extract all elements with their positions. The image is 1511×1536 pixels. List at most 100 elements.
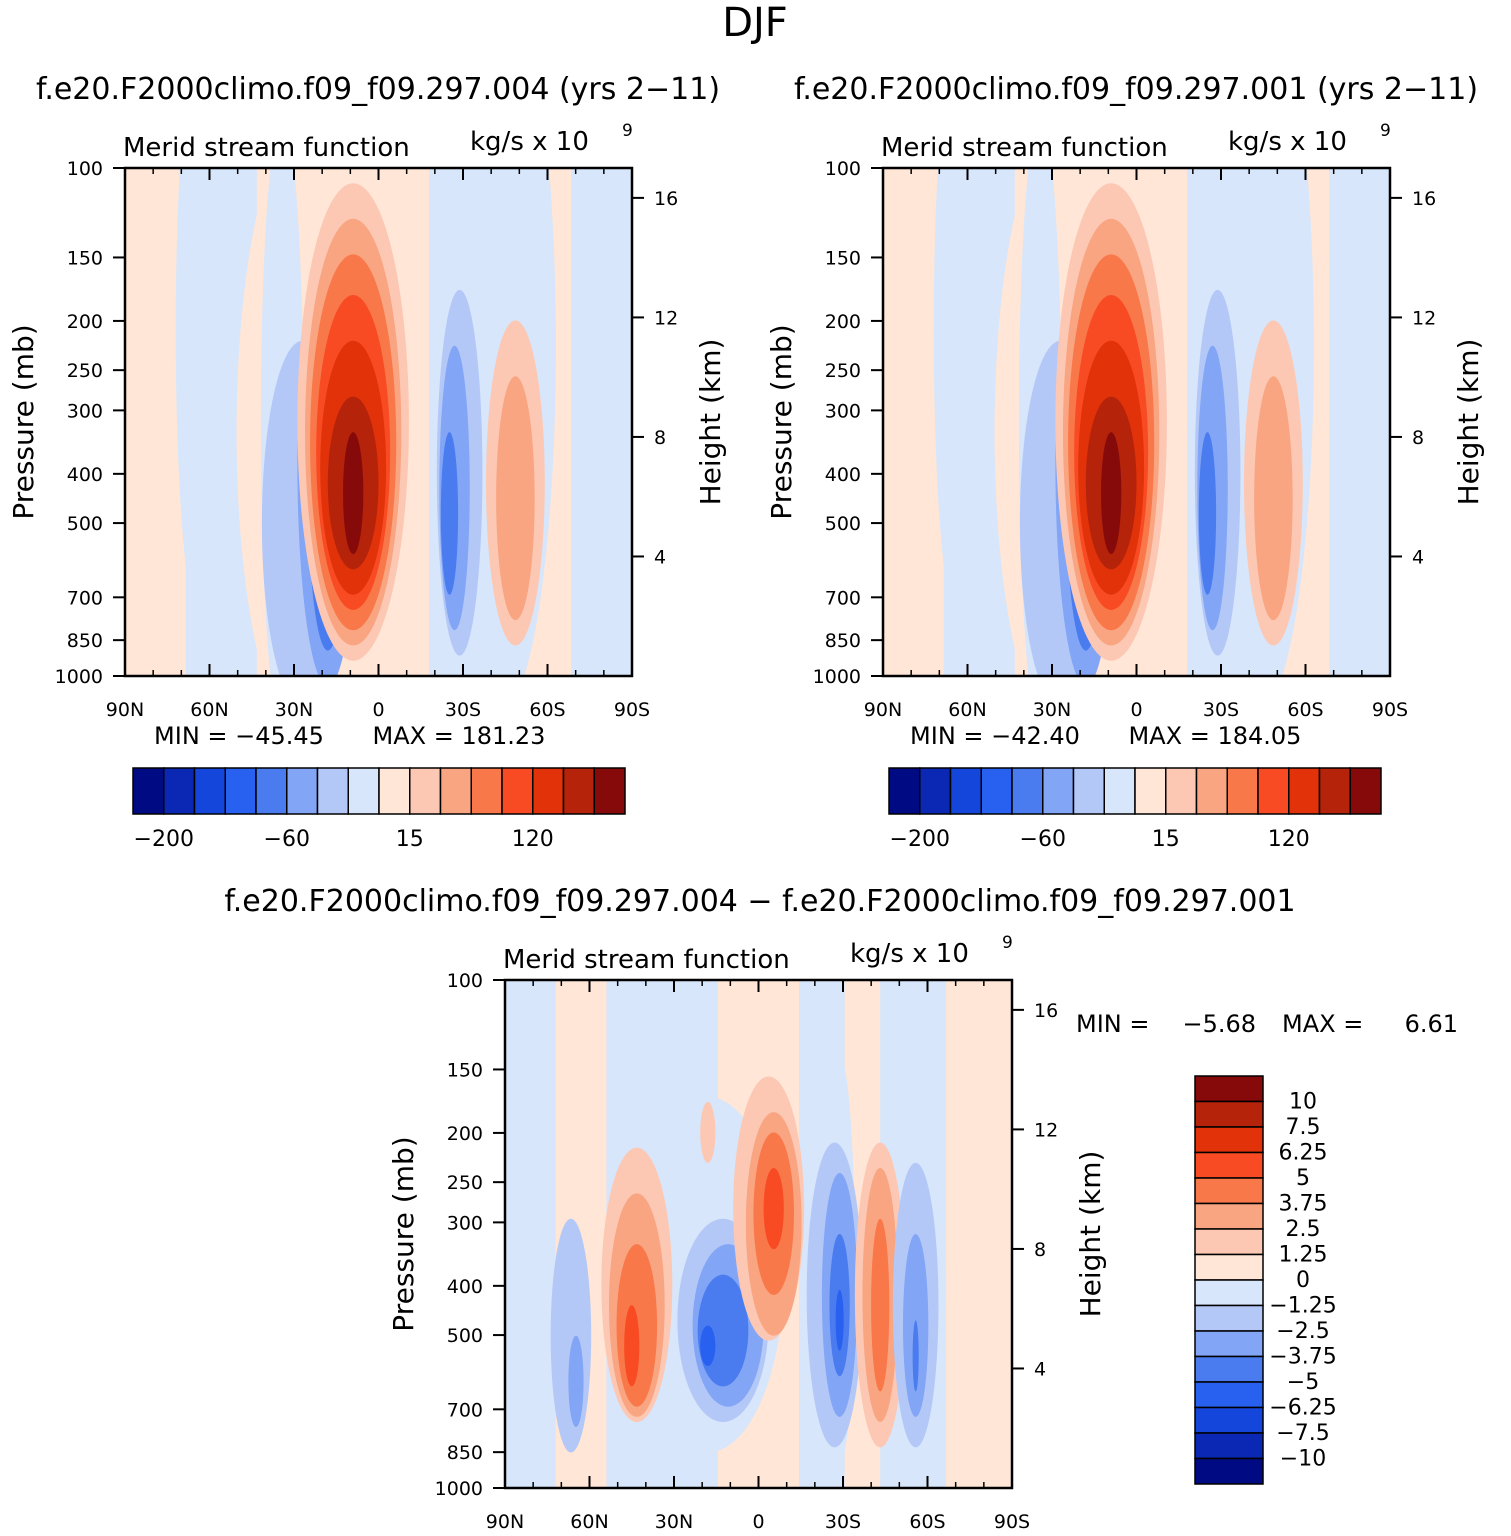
contour-level xyxy=(912,1320,919,1392)
y-tick-label: 100 xyxy=(825,158,861,180)
x-tick-label: 30S xyxy=(445,699,481,721)
y-tick-label: 100 xyxy=(447,970,483,992)
colorbar-level-label: 7.5 xyxy=(1286,1115,1321,1140)
y-tick-label: 400 xyxy=(825,464,861,486)
contour-level xyxy=(343,432,364,555)
min-value: MIN = −45.45 xyxy=(154,722,324,750)
colorbar-swatch xyxy=(1011,767,1044,815)
contour-field xyxy=(125,168,632,676)
colorbar-swatch xyxy=(1349,767,1382,815)
colorbar-level-label: 10 xyxy=(1289,1090,1317,1115)
contour-level xyxy=(550,1218,592,1453)
height-tick-label: 12 xyxy=(654,307,678,329)
colorbar-level-label: 6.25 xyxy=(1279,1141,1328,1166)
height-tick-label: 12 xyxy=(1034,1119,1058,1141)
colorbar-swatch xyxy=(1194,1253,1264,1281)
colorbar-label: 120 xyxy=(1268,827,1310,852)
x-tick-label: 30S xyxy=(825,1511,861,1533)
contour-level xyxy=(568,1335,584,1428)
y-axis-title: Pressure (mb) xyxy=(765,324,798,519)
colorbar-level-label: 2.5 xyxy=(1286,1217,1321,1242)
x-tick-label: 30N xyxy=(655,1511,693,1533)
season-title: DJF xyxy=(722,0,788,46)
colorbar-swatch xyxy=(1194,1126,1264,1154)
contour-field xyxy=(505,980,1012,1488)
y-tick-label: 100 xyxy=(67,158,103,180)
x-tick-label: 0 xyxy=(752,1511,764,1533)
colorbar-swatch xyxy=(1194,1151,1264,1179)
colorbar-swatch xyxy=(1103,767,1136,815)
min-label: MIN = xyxy=(1076,1010,1149,1038)
colorbar-swatch xyxy=(1194,1381,1264,1409)
colorbar-swatch xyxy=(1318,767,1351,815)
colorbar-label: −60 xyxy=(264,827,310,852)
colorbar-swatch xyxy=(1194,1075,1264,1103)
colorbar-swatch xyxy=(163,767,196,815)
colorbar-swatch xyxy=(1072,767,1105,815)
contour-level xyxy=(933,168,985,626)
panel-3-plot: 90N 60N 30N 0 30S 60S 90S 100 150 200 250 300 400 500… xyxy=(387,933,1107,1533)
y-tick-label: 1000 xyxy=(813,666,861,688)
contour-level xyxy=(1254,376,1293,621)
colorbar-swatch xyxy=(1194,1406,1264,1434)
colorbar-level-label: 5 xyxy=(1296,1166,1310,1191)
colorbar-swatch xyxy=(470,767,503,815)
max-value: 6.61 xyxy=(1405,1010,1458,1038)
colorbar-label: 120 xyxy=(512,827,554,852)
colorbar-swatch xyxy=(1194,1304,1264,1332)
y-tick-label: 850 xyxy=(447,1442,483,1464)
height-tick-label: 8 xyxy=(1034,1239,1046,1261)
colorbar-swatch xyxy=(980,767,1013,815)
colorbar-level-label: −10 xyxy=(1280,1447,1326,1472)
height-tick-label: 4 xyxy=(1034,1358,1046,1380)
colorbar-label: −60 xyxy=(1020,827,1066,852)
colorbar-swatch xyxy=(1288,767,1321,815)
colorbar-swatch xyxy=(1134,767,1167,815)
colorbar-swatch xyxy=(593,767,626,815)
colorbar-swatch xyxy=(888,767,921,815)
colorbar-swatch xyxy=(132,767,165,815)
x-tick-label: 60S xyxy=(909,1511,945,1533)
colorbar-label: 15 xyxy=(396,827,424,852)
y-tick-label: 300 xyxy=(67,400,103,422)
units-label: kg/s x 10 xyxy=(470,127,589,157)
contour-level xyxy=(1101,432,1122,555)
colorbar-2: −200 −60 15 120 MIN = −42.40 MAX = 184.05 xyxy=(888,722,1382,852)
height-axis-title: Height (km) xyxy=(1074,1151,1107,1318)
colorbar-level-label: 3.75 xyxy=(1279,1192,1328,1217)
x-tick-label: 0 xyxy=(1130,699,1142,721)
colorbar-swatch xyxy=(1194,1279,1264,1307)
y-tick-label: 250 xyxy=(447,1172,483,1194)
colorbar-swatch xyxy=(409,767,442,815)
y-tick-label: 150 xyxy=(447,1059,483,1081)
colorbar-swatch xyxy=(1226,767,1259,815)
colorbar-swatch xyxy=(224,767,257,815)
colorbar-swatch xyxy=(378,767,411,815)
max-label: MAX = xyxy=(1282,1010,1363,1038)
colorbar-swatch xyxy=(286,767,319,815)
height-axis-title: Height (km) xyxy=(694,339,727,506)
contour-band xyxy=(505,980,556,1488)
y-tick-label: 1000 xyxy=(55,666,103,688)
colorbar-level-label: 1.25 xyxy=(1279,1243,1328,1268)
y-tick-label: 850 xyxy=(825,630,861,652)
contour-level xyxy=(700,1101,716,1163)
colorbar-swatch xyxy=(949,767,982,815)
x-tick-label: 90S xyxy=(994,1511,1030,1533)
colorbar-swatch xyxy=(1194,1202,1264,1230)
x-tick-label: 60N xyxy=(190,699,228,721)
y-tick-label: 250 xyxy=(825,360,861,382)
contour-level xyxy=(835,1289,844,1351)
y-tick-label: 150 xyxy=(825,247,861,269)
colorbar-label: −200 xyxy=(134,827,194,852)
y-tick-label: 500 xyxy=(67,513,103,535)
units-exponent: 9 xyxy=(622,121,633,141)
height-tick-label: 8 xyxy=(654,427,666,449)
x-tick-label: 90N xyxy=(106,699,144,721)
x-tick-label: 0 xyxy=(372,699,384,721)
colorbar-swatch xyxy=(1194,1177,1264,1205)
colorbar-swatch xyxy=(1194,1355,1264,1383)
min-value: −5.68 xyxy=(1182,1010,1256,1038)
x-tick-label: 30N xyxy=(275,699,313,721)
